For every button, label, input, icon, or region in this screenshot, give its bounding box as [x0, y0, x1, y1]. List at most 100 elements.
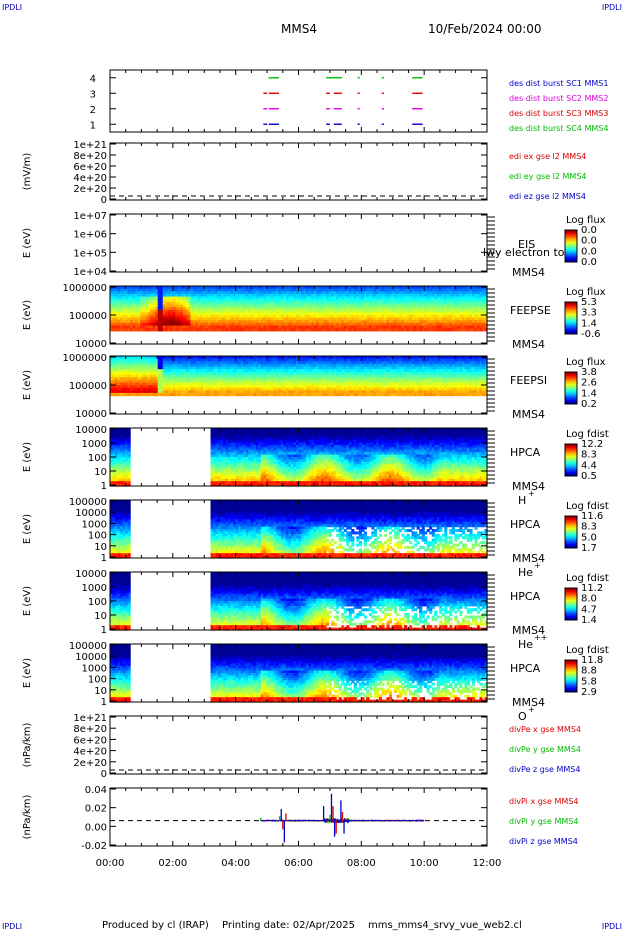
colorbar	[564, 229, 578, 263]
colorbar-tick-label: 1.4	[581, 318, 597, 329]
species-label: O	[518, 710, 527, 723]
spectrogram-hpca_o	[110, 644, 488, 703]
colorbar-tick-label: 12.2	[581, 439, 603, 450]
y-tick-label: 10	[94, 686, 107, 697]
y-axis-label: (mV/m)	[22, 153, 33, 191]
colorbar-tick-label: 0.0	[581, 236, 597, 247]
spectrogram-hpca_hepp	[110, 572, 488, 631]
y-tick-label: 1	[101, 481, 107, 492]
instrument-label: HPCA	[510, 662, 541, 675]
colorbar-tick-label: 5.3	[581, 297, 597, 308]
colorbar-tick-label: 8.0	[581, 594, 597, 605]
y-tick-label: 100	[88, 597, 107, 608]
y-tick-label: 1	[90, 120, 96, 131]
y-tick-label: 1e+06	[73, 230, 107, 241]
colorbar-title: Log fdist	[566, 429, 609, 440]
colorbar	[564, 443, 578, 477]
x-tick-label: 08:00	[347, 858, 376, 869]
legend-entry: divPi x gse MMS4	[509, 797, 578, 806]
colorbar-tick-label: 4.4	[581, 460, 597, 471]
instrument-label: HPCA	[510, 518, 541, 531]
y-tick-label: 4	[90, 74, 96, 85]
spectrogram-hpca_he	[110, 500, 488, 559]
species-charge: +	[528, 489, 535, 498]
colorbar-tick-label: 5.8	[581, 676, 597, 687]
colorbar-tick-label: 0.0	[581, 246, 597, 257]
colorbar-tick-label: 0.5	[581, 471, 597, 482]
y-axis-label: E (eV)	[22, 300, 33, 330]
y-tick-label: 10000	[75, 508, 107, 519]
y-tick-label: 2e+20	[73, 184, 107, 195]
colorbar	[564, 515, 578, 549]
y-tick-label: 10000	[75, 425, 107, 436]
colorbar	[564, 371, 578, 405]
spacecraft-label: MMS4	[512, 480, 545, 493]
y-tick-label: 1	[101, 697, 107, 708]
corner-mark-bottom-right: IPDLI	[601, 922, 622, 931]
spectrogram-feepsi	[110, 356, 488, 397]
spacecraft-label: MMS4	[512, 624, 545, 637]
panel-frame-eis	[109, 213, 488, 273]
species-label: He	[518, 566, 533, 579]
panel-frame-divpe	[109, 715, 488, 775]
spacecraft-label: MMS4	[512, 266, 545, 279]
legend-entry: edi ey gse l2 MMS4	[509, 172, 587, 181]
y-tick-label: 100000	[69, 641, 107, 652]
y-tick-label: 10	[94, 467, 107, 478]
legend-entry: des dist burst SC2 MMS2	[509, 94, 608, 103]
colorbar-tick-label: 3.8	[581, 367, 597, 378]
y-tick-label: 1000000	[62, 283, 107, 294]
colorbar-title: Log fdist	[566, 573, 609, 584]
y-tick-label: 1000	[82, 583, 107, 594]
y-tick-label: 1000000	[62, 353, 107, 364]
legend-entry: divPi z gse MMS4	[509, 837, 578, 846]
colorbar-title: Log flux	[566, 357, 606, 368]
y-tick-label: 1	[101, 625, 107, 636]
y-axis-label: E (eV)	[22, 370, 33, 400]
y-tick-label: 1000	[82, 519, 107, 530]
spacecraft-label: MMS4	[512, 696, 545, 709]
colorbar-tick-label: 8.3	[581, 450, 597, 461]
y-axis-label: E (eV)	[22, 228, 33, 258]
instrument-label: FEEPSE	[510, 304, 551, 317]
y-axis-label: (nPa/km)	[22, 795, 33, 840]
y-axis-label: E (eV)	[22, 514, 33, 544]
spacecraft-title: MMS4	[281, 22, 317, 36]
y-axis-label: E (eV)	[22, 658, 33, 688]
y-tick-label: 10000	[75, 409, 107, 420]
x-tick-label: 02:00	[158, 858, 187, 869]
panel-frame-burst	[109, 69, 488, 133]
y-tick-label: 4e+20	[73, 173, 107, 184]
corner-mark-bottom-left: IPDLI	[2, 922, 23, 931]
colorbar-tick-label: 5.0	[581, 532, 597, 543]
species-label: H	[518, 494, 526, 507]
y-tick-label: 100	[88, 675, 107, 686]
species-label: He	[518, 638, 533, 651]
y-tick-label: 1e+21	[73, 140, 107, 151]
y-tick-label: 2e+20	[73, 758, 107, 769]
colorbar-tick-label: 3.3	[581, 308, 597, 319]
instrument-label: EIS	[518, 238, 535, 251]
y-tick-label: 100000	[69, 381, 107, 392]
colorbar-title: Log fdist	[566, 645, 609, 656]
colorbar-tick-label: 0.0	[581, 257, 597, 268]
y-tick-label: 4e+20	[73, 747, 107, 758]
y-tick-label: 2	[90, 105, 96, 116]
y-tick-label: 10000	[75, 569, 107, 580]
instrument-label: FEEPSI	[510, 374, 547, 387]
colorbar-tick-label: 11.6	[581, 511, 603, 522]
colorbar-tick-label: 2.9	[581, 687, 597, 698]
y-tick-label: 10	[94, 542, 107, 553]
instrument-label: HPCA	[510, 590, 541, 603]
colorbar-tick-label: 1.4	[581, 388, 597, 399]
colorbar-tick-label: 0.0	[581, 225, 597, 236]
y-tick-label: 6e+20	[73, 162, 107, 173]
y-tick-label: 100000	[69, 311, 107, 322]
y-tick-label: 1e+04	[73, 267, 107, 278]
panel-frame-divpi	[109, 787, 488, 847]
spacecraft-label: MMS4	[512, 338, 545, 351]
corner-mark-top-right: IPDLI	[601, 3, 622, 12]
colorbar-tick-label: 4.7	[581, 604, 597, 615]
y-axis-label: (nPa/km)	[22, 723, 33, 768]
